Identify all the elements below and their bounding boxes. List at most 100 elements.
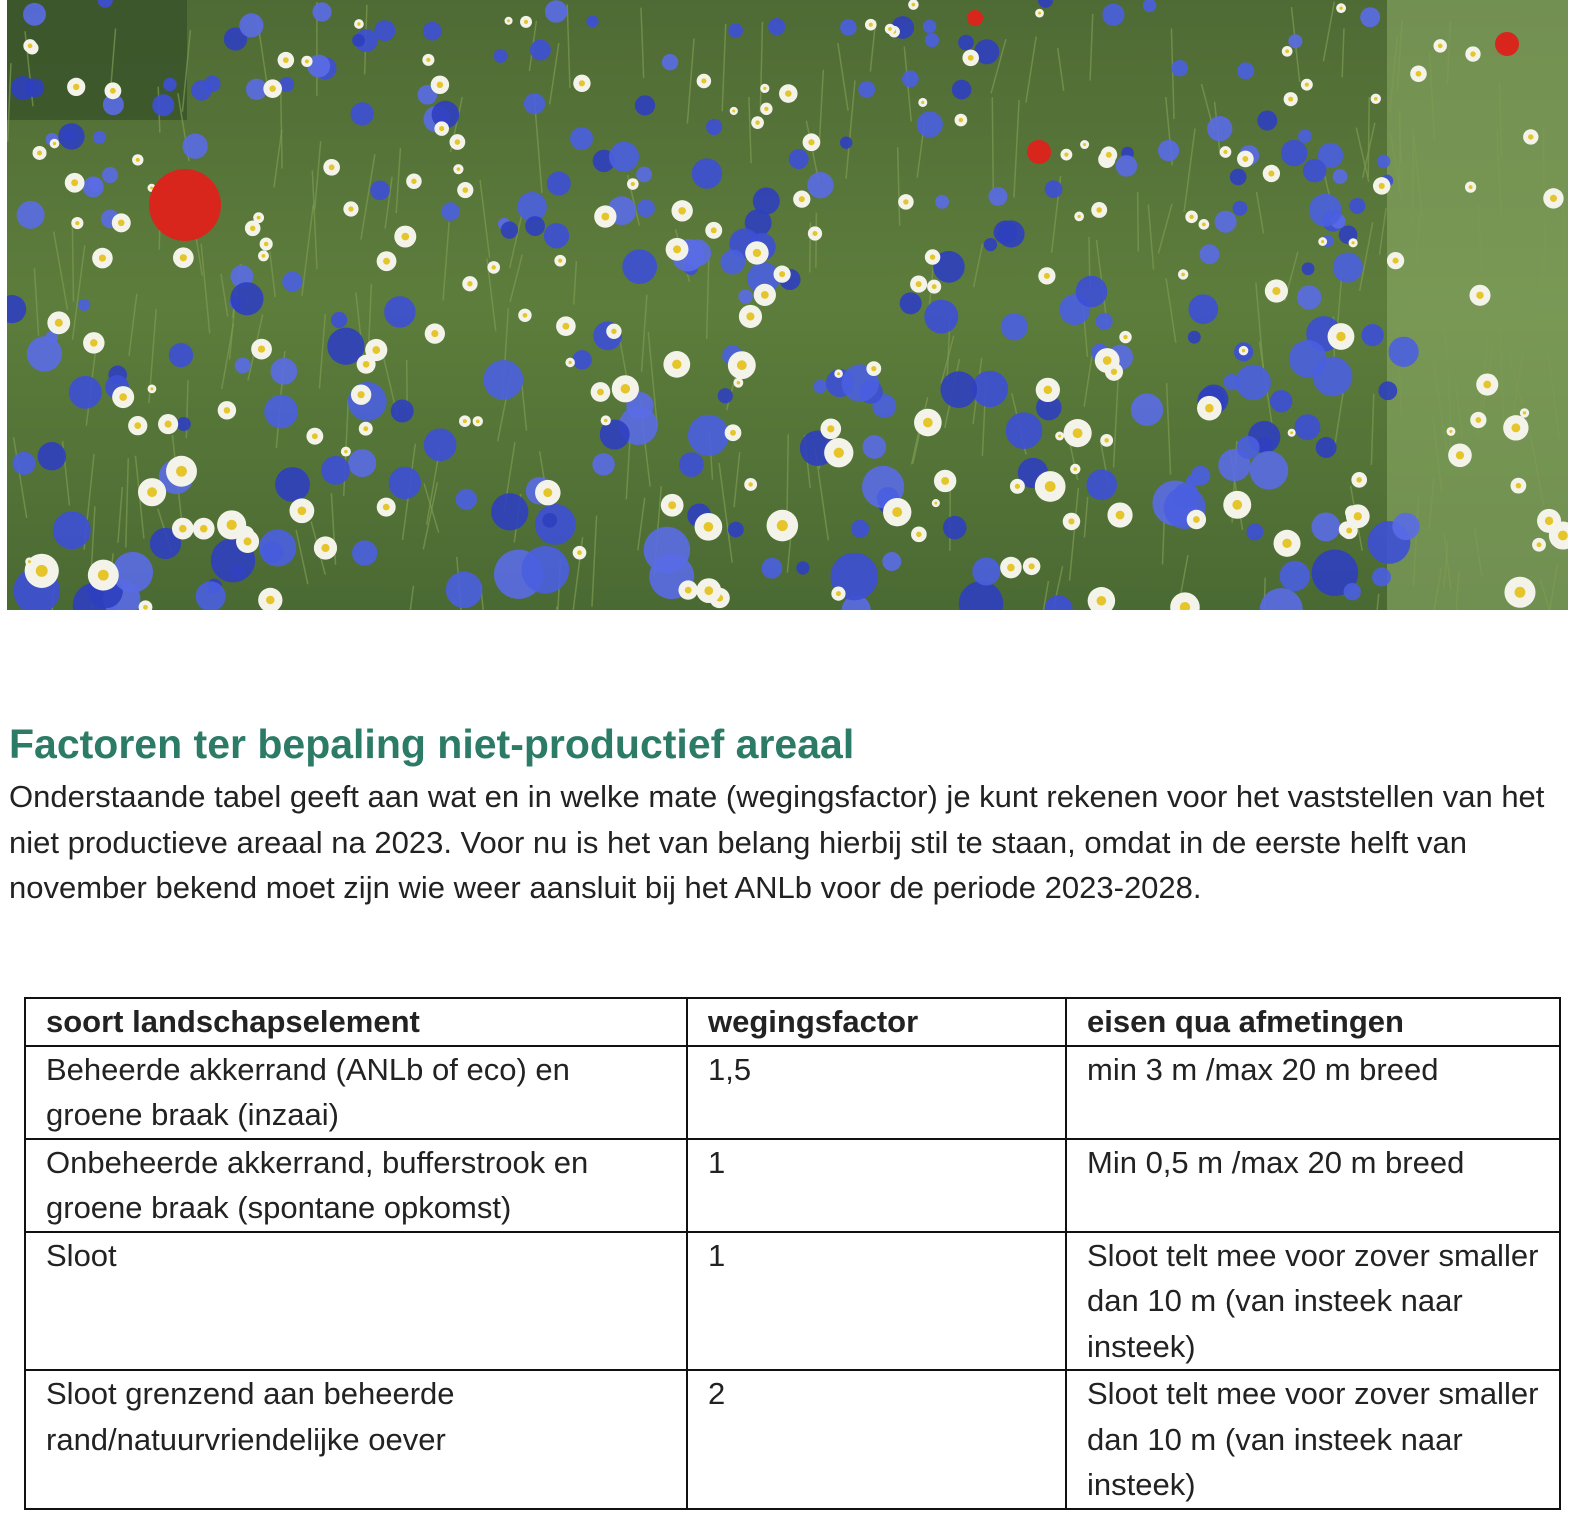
daisy-center — [1475, 417, 1481, 423]
cornflower — [374, 20, 395, 41]
cornflower — [570, 127, 593, 150]
cornflower — [796, 561, 809, 574]
daisy-center — [55, 319, 63, 327]
daisy-center — [147, 487, 157, 497]
cornflower — [275, 467, 310, 502]
daisy-center — [1045, 481, 1056, 492]
daisy-center — [1096, 207, 1102, 213]
daisy-center — [523, 313, 528, 318]
daisy-center — [808, 139, 814, 145]
daisy-center — [262, 254, 266, 258]
daisy-center — [1073, 467, 1077, 471]
cornflower — [1200, 244, 1220, 264]
cornflower — [483, 360, 523, 400]
table-head: soort landschapselement wegingsfactor ei… — [25, 998, 1560, 1046]
cornflower — [1207, 116, 1232, 141]
daisy-center — [344, 450, 347, 453]
cornflower — [622, 249, 657, 284]
daisy-center — [1523, 411, 1526, 414]
daisy-center — [457, 167, 461, 171]
daisy-center — [1352, 241, 1355, 244]
poppy — [967, 10, 983, 26]
daisy-center — [569, 361, 572, 364]
daisy-center — [1044, 273, 1050, 279]
page: Factoren ter bepaling niet-productief ar… — [0, 0, 1588, 1526]
table-row: Sloot1Sloot telt mee voor zover smaller … — [25, 1232, 1560, 1371]
daisy-center — [257, 216, 261, 220]
cornflower — [1171, 60, 1188, 77]
daisy-center — [1336, 332, 1345, 341]
cornflower — [441, 202, 460, 221]
daisy-center — [476, 420, 480, 424]
daisy-center — [250, 226, 255, 231]
daisy-center — [1511, 423, 1520, 432]
daisy-center — [597, 389, 604, 396]
cornflower — [662, 54, 678, 70]
daisy-center — [932, 284, 937, 289]
daisy-center — [959, 118, 963, 122]
cornflower — [352, 34, 365, 47]
cornflower — [235, 358, 251, 374]
daisy-center — [455, 139, 461, 145]
cornflower — [925, 33, 939, 47]
cornflower — [692, 158, 722, 188]
daisy-center — [180, 254, 187, 261]
daisy-center — [799, 196, 805, 202]
cornflower — [943, 516, 967, 540]
cornflower — [1349, 198, 1365, 214]
daisy-center — [426, 58, 430, 62]
cornflower — [1372, 567, 1391, 586]
stem — [992, 97, 993, 190]
cornflower — [456, 489, 477, 510]
daisy-center — [1111, 369, 1117, 375]
daisy-center — [1068, 518, 1074, 524]
cornflower — [1302, 262, 1315, 275]
cornflower — [1230, 169, 1247, 186]
daisy-center — [930, 254, 935, 259]
cornflower — [1233, 201, 1248, 216]
daisy-center — [1029, 563, 1035, 569]
daisy-center — [730, 430, 736, 436]
cornflower — [38, 442, 66, 470]
daisy-center — [1550, 195, 1557, 202]
cornflower — [1131, 394, 1163, 426]
cornflower — [494, 49, 508, 63]
daisy-center — [136, 158, 140, 162]
daisy-center — [1290, 431, 1293, 434]
cornflower — [1344, 583, 1361, 600]
daisy-center — [968, 55, 974, 61]
daisy-center — [269, 85, 276, 92]
table-cell: Sloot telt mee voor zover smaller dan 10… — [1066, 1232, 1560, 1371]
daisy-center — [1516, 483, 1522, 489]
daisy-center — [1449, 430, 1452, 433]
cornflower — [923, 20, 936, 33]
daisy-center — [73, 84, 79, 90]
daisy-center — [462, 187, 468, 193]
cornflower — [1096, 313, 1113, 330]
daisy-center — [871, 366, 876, 371]
cornflower — [1360, 7, 1380, 27]
daisy-center — [431, 330, 438, 337]
cornflower — [851, 520, 869, 538]
daisy-center — [1242, 156, 1248, 162]
cornflower — [1280, 561, 1310, 591]
cornflower — [352, 540, 377, 565]
stem — [1543, 127, 1544, 197]
cornflower — [542, 513, 557, 528]
daisy-center — [36, 565, 48, 577]
daisy-center — [1064, 153, 1068, 157]
daisy-center — [779, 271, 785, 277]
table-row: Onbeheerde akkerrand, bufferstrook en gr… — [25, 1139, 1560, 1232]
cornflower — [720, 250, 745, 275]
daisy-center — [834, 448, 844, 458]
daisy-center — [1416, 71, 1422, 77]
intro-paragraph: Onderstaande tabel geeft aan wat en in w… — [9, 774, 1559, 911]
cornflower — [391, 399, 414, 422]
cornflower — [1215, 211, 1237, 233]
cornflower — [423, 22, 442, 41]
daisy-center — [1483, 381, 1491, 389]
table-cell: min 3 m /max 20 m breed — [1066, 1046, 1560, 1139]
daisy-center — [611, 329, 616, 334]
cornflower — [264, 395, 298, 429]
cornflower — [1257, 111, 1277, 131]
